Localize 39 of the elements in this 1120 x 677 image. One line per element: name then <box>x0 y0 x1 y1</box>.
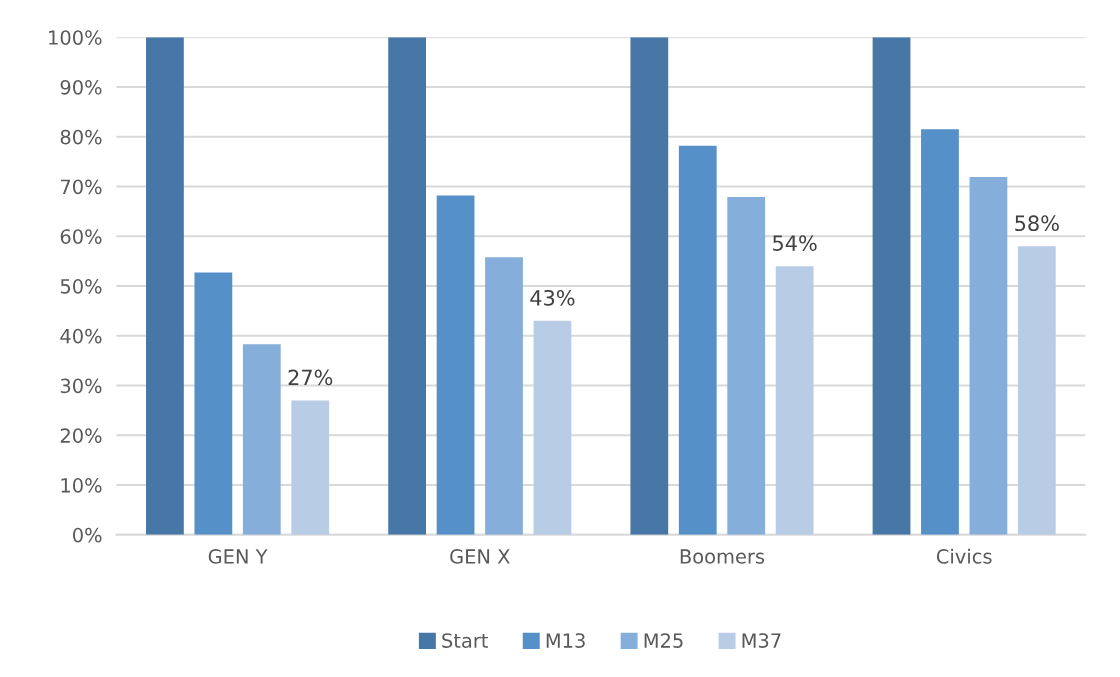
x-tick-label: Civics <box>936 548 992 564</box>
bar <box>533 320 572 535</box>
bar <box>921 129 959 535</box>
y-tick-label: 80% <box>60 129 102 145</box>
bar <box>872 37 911 535</box>
y-tick-label: 10% <box>61 478 102 493</box>
bar <box>291 400 330 535</box>
y-tick-label: 30% <box>60 378 102 394</box>
y-tick-label: 70% <box>60 179 102 195</box>
bar <box>388 37 427 535</box>
data-label: 27% <box>288 369 333 386</box>
bar <box>727 196 766 535</box>
legend-label: M25 <box>644 633 683 648</box>
x-tick-label: Boomers <box>680 549 765 564</box>
y-tick-label: 0% <box>73 527 102 543</box>
bar <box>436 195 475 535</box>
bar <box>1017 246 1056 535</box>
data-label: 54% <box>773 235 817 251</box>
legend-label: M37 <box>742 633 781 648</box>
bar <box>969 177 1008 535</box>
y-tick-label: 50% <box>60 278 102 294</box>
x-tick-label: GEN X <box>450 549 510 564</box>
bar <box>775 266 814 535</box>
y-tick-label: 20% <box>60 428 102 443</box>
bar <box>678 145 717 535</box>
data-label: 43% <box>530 289 575 306</box>
y-tick-label: 100% <box>49 30 102 45</box>
y-tick-label: 40% <box>60 328 102 344</box>
bar <box>242 344 281 535</box>
bar <box>194 272 233 535</box>
data-label: 58% <box>1015 215 1059 232</box>
legend-label: M13 <box>546 633 585 648</box>
y-tick-label: 60% <box>60 229 102 244</box>
bar <box>485 257 523 535</box>
bar <box>630 37 669 535</box>
bar <box>146 37 184 535</box>
x-tick-label: GEN Y <box>208 549 268 564</box>
y-tick-label: 90% <box>60 79 102 95</box>
legend-label: Start <box>442 633 488 648</box>
